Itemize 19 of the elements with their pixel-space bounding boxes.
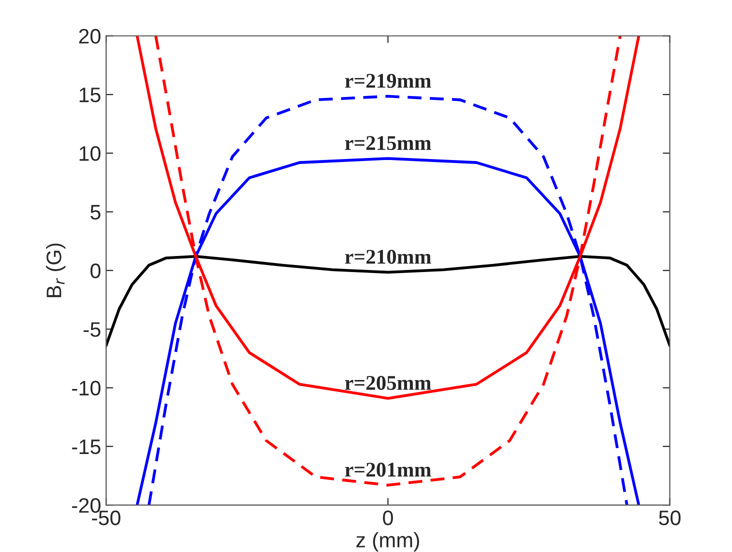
y-tick-label: 0 (90, 263, 100, 278)
y-tick-label: -5 (84, 322, 100, 337)
series-label: r=215mm (344, 136, 432, 150)
y-tick-label: 20 (79, 28, 100, 44)
x-tick-label: 0 (382, 510, 393, 526)
y-tick-label: 5 (90, 205, 100, 220)
series-label: r=210mm (344, 250, 432, 264)
y-axis-title: B$_{r}$ (G) (46, 244, 66, 298)
y-tick-label: 10 (80, 146, 100, 161)
series-label: r=201mm (344, 462, 432, 477)
y-tick-label: 15 (80, 88, 100, 102)
y-tick-label: -20 (72, 498, 100, 513)
x-axis-title: z (mm) (356, 532, 420, 552)
series-label: r=219mm (344, 74, 432, 88)
y-tick-label: -10 (72, 380, 100, 396)
x-tick-label: 50 (659, 510, 681, 526)
y-tick-label: -15 (72, 440, 100, 454)
x-tick-label: -50 (92, 510, 120, 526)
series-label: r=205mm (344, 376, 432, 390)
